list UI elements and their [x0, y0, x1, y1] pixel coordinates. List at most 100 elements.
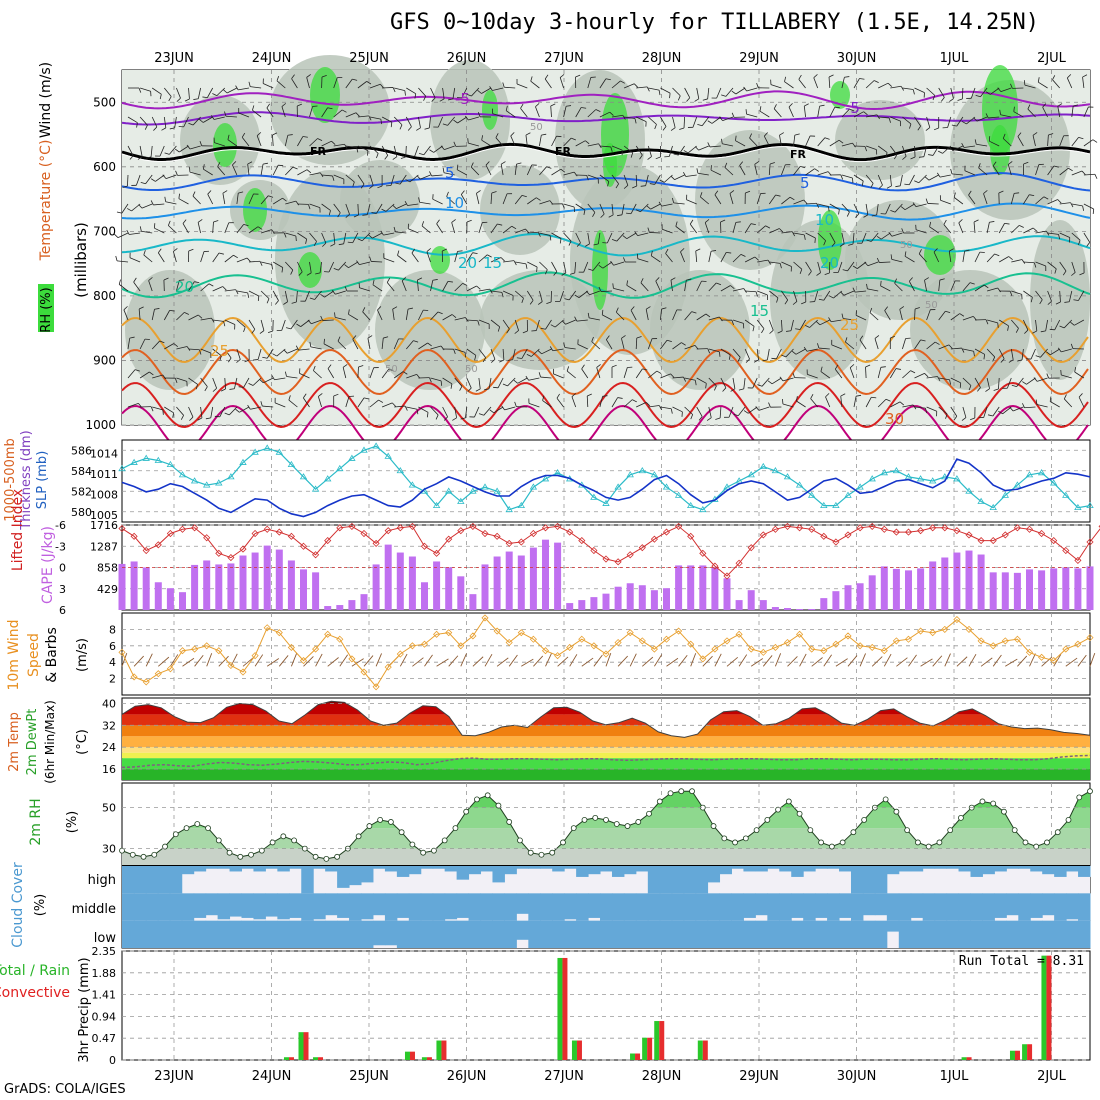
wind-barb — [793, 199, 804, 205]
wind-barb — [735, 140, 746, 147]
wind-barb — [188, 314, 199, 321]
wind-barb — [225, 115, 237, 118]
cloud-bar-low — [181, 920, 195, 948]
wind-barb — [890, 116, 901, 122]
wind-barb — [1024, 84, 1036, 89]
wind-barb-flag — [910, 156, 916, 160]
wind-barb — [138, 309, 141, 321]
wind-barb — [483, 406, 492, 416]
wind-barb-flag — [998, 410, 1003, 415]
wind-barb-flag — [186, 144, 191, 150]
wind-barb-flag — [808, 271, 812, 276]
wind-barb — [623, 399, 633, 408]
contour-label: 50 — [465, 364, 478, 375]
wind-barb-flag — [707, 348, 711, 354]
wind-barb-flag — [536, 197, 541, 201]
wind-barb — [914, 308, 916, 321]
cloud-bar-low — [564, 920, 577, 948]
wind-barb — [200, 348, 212, 354]
wind-barb — [406, 374, 417, 379]
wind-barb-flag — [939, 278, 945, 281]
wind-barb — [746, 87, 758, 92]
cloud-bar-high — [122, 866, 135, 894]
rh-shade-green — [924, 235, 956, 275]
wind-barb-flag — [423, 95, 427, 101]
contour-30 — [121, 348, 1089, 396]
wind-barb — [865, 203, 869, 215]
wind-barb — [672, 342, 682, 350]
wind-barb-flag — [878, 184, 883, 189]
wind10-barb — [774, 653, 782, 667]
wind-barb — [430, 87, 436, 99]
thickness-point — [686, 501, 695, 508]
wind10-point — [1074, 640, 1082, 648]
wind-barb — [724, 167, 734, 176]
wind-barb-flag — [1078, 136, 1084, 140]
wind-barb-flag — [549, 235, 552, 241]
wind-barb-flag — [222, 190, 228, 194]
wind-barb-flag — [550, 103, 556, 107]
wind-barb-flag — [500, 257, 505, 262]
wind-barb — [865, 80, 875, 89]
wind-barb-flag — [576, 242, 581, 247]
rh-shade-gray — [910, 270, 1030, 390]
li-point — [263, 525, 271, 533]
wind-barb — [817, 232, 826, 241]
wind-barb — [495, 137, 504, 147]
wind-barb-flag — [467, 387, 472, 392]
wind-barb — [490, 257, 502, 263]
wind10-barb — [1041, 656, 1053, 667]
rh2m-point — [1001, 808, 1007, 815]
cape-bar — [251, 552, 259, 610]
wind-barb — [456, 169, 467, 176]
wind-barb — [521, 348, 528, 359]
thickness-point — [215, 479, 223, 486]
rh2m-point — [882, 796, 889, 803]
wind-barb-flag — [366, 81, 372, 85]
wind-barb — [168, 225, 177, 234]
wind-barb — [817, 137, 826, 147]
cloud-bar-middle — [241, 893, 254, 918]
wind-barb-flag — [390, 122, 393, 128]
wind-barb-flag — [588, 268, 594, 271]
rh2m-point — [334, 853, 341, 860]
rh2m-point — [377, 817, 384, 823]
wind-barb-flag — [334, 312, 336, 318]
temp-tick: 16 — [102, 763, 116, 776]
wind-barb-flag — [272, 353, 278, 357]
wind-barb — [550, 105, 552, 118]
wind-barb-flag — [283, 349, 288, 354]
wind-barb — [281, 106, 286, 118]
cloud-bar-middle — [791, 893, 804, 918]
cloud-bar-low — [492, 920, 505, 948]
wind-barb — [773, 108, 782, 118]
wind-barb — [362, 311, 371, 321]
wind-barb-flag — [669, 93, 671, 99]
wind-barb — [234, 377, 238, 389]
cloud-bar-high — [564, 866, 577, 869]
wind10-point — [892, 637, 900, 645]
wind-barb — [123, 309, 129, 321]
wind-barb-flag — [900, 86, 905, 91]
wind-barb — [843, 318, 855, 321]
wind-barb — [672, 406, 683, 413]
wind-barb-flag — [540, 327, 546, 330]
wind-barb-flag — [443, 416, 448, 421]
wind-barb-flag — [977, 387, 981, 392]
wind-barb — [528, 377, 540, 381]
wind10-barb — [218, 655, 229, 667]
wind-barb — [720, 252, 727, 263]
wind-barb-flag — [957, 98, 963, 101]
wind-barb-flag — [757, 384, 763, 387]
wind-barb — [212, 252, 220, 263]
wind-barb — [962, 282, 971, 292]
wind-barb-flag — [323, 338, 325, 344]
wind-barb-flag — [765, 225, 771, 229]
wind-barb-flag — [890, 254, 893, 260]
wind-barb-flag — [936, 172, 941, 178]
wind-barb — [248, 193, 254, 205]
li-point — [312, 551, 320, 559]
cloud-bar-low — [169, 920, 183, 948]
wind-barb-flag — [864, 146, 868, 152]
wind-barb-flag — [262, 356, 268, 359]
